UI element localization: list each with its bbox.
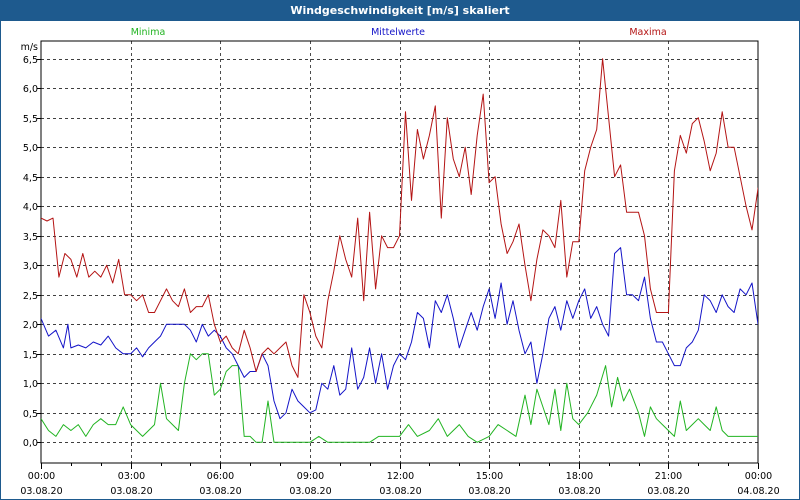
y-tick-label: 3,5	[23, 232, 38, 243]
x-tick-time-label: 03:00	[118, 471, 145, 482]
x-tick-date-label: 04.08.20	[737, 486, 779, 497]
y-tick-label: 0,5	[23, 409, 38, 420]
x-tick-time-label: 00:00	[28, 471, 55, 482]
x-tick-time-label: 15:00	[476, 471, 503, 482]
x-tick-date-label: 03.08.20	[647, 486, 689, 497]
chart-legend: Minima Mittelwerte Maxima	[131, 27, 667, 38]
series-line-mittelwerte	[41, 247, 758, 420]
chart-series	[41, 58, 758, 443]
x-tick-date-label: 03.08.20	[558, 486, 600, 497]
y-axis-label: m/s	[21, 42, 38, 53]
series-line-maxima	[41, 58, 758, 378]
x-tick-time-label: 21:00	[655, 471, 682, 482]
x-tick-date-label: 03.08.20	[199, 486, 241, 497]
window-title: Windgeschwindigkeit [m/s] skaliert	[1, 1, 799, 21]
x-tick-time-label: 06:00	[207, 471, 234, 482]
x-tick-date-label: 03.08.20	[468, 486, 510, 497]
chart-axes: 0,0 0,5 1,0 1,5 2,0 2,5 3,0 3,5 4,0 4,5 5,0 5,5 6,0 6…	[20, 40, 780, 497]
y-tick-label: 2,0	[23, 320, 38, 331]
y-tick-label: 4,5	[23, 173, 38, 184]
y-tick-label: 1,0	[23, 379, 38, 390]
plot-frame	[40, 40, 759, 464]
x-tick-time-label: 00:00	[745, 471, 772, 482]
x-tick-time-label: 12:00	[387, 471, 414, 482]
y-tick-label: 2,5	[23, 291, 38, 302]
legend-minima: Minima	[131, 27, 166, 38]
x-tick-date-label: 03.08.20	[20, 486, 62, 497]
line-chart: 0,0 0,5 1,0 1,5 2,0 2,5 3,0 3,5 4,0 4,5 5,0 5,5 6,0 6…	[20, 27, 780, 497]
y-tick-label: 3,0	[23, 261, 38, 272]
y-tick-label: 6,5	[23, 55, 38, 66]
x-tick-date-label: 03.08.20	[110, 486, 152, 497]
series-line-minima	[41, 353, 758, 443]
y-tick-label: 4,0	[23, 202, 38, 213]
y-tick-label: 0,0	[23, 438, 38, 449]
legend-maxima: Maxima	[629, 27, 666, 38]
y-tick-label: 6,0	[23, 84, 38, 95]
legend-mittelwerte: Mittelwerte	[371, 27, 425, 38]
chart-grid	[41, 41, 758, 463]
y-tick-label: 5,0	[23, 143, 38, 154]
x-tick-date-label: 03.08.20	[379, 486, 421, 497]
x-tick-time-label: 09:00	[297, 471, 324, 482]
x-tick-time-label: 18:00	[566, 471, 593, 482]
y-tick-label: 5,5	[23, 114, 38, 125]
x-tick-date-label: 03.08.20	[289, 486, 331, 497]
y-tick-label: 1,5	[23, 350, 38, 361]
